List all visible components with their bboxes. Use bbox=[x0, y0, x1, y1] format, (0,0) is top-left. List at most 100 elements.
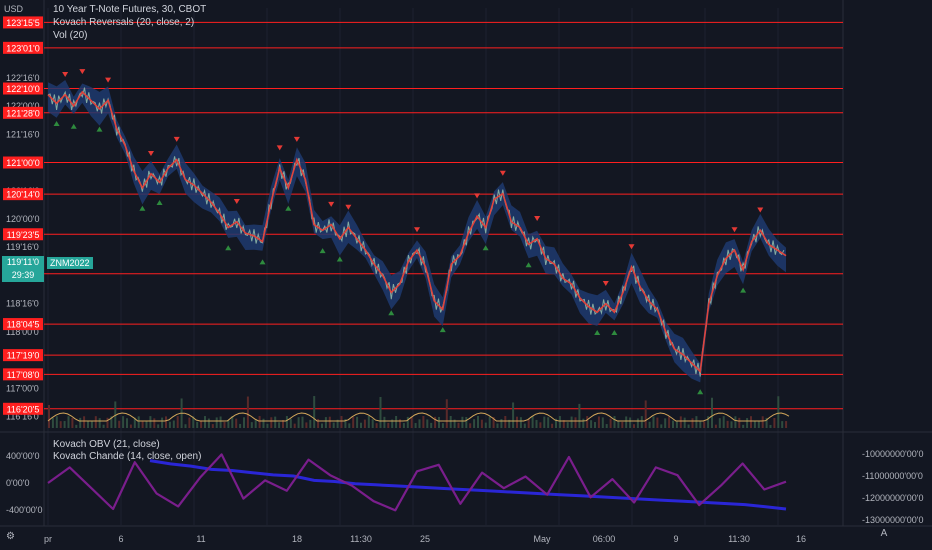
level-label: 119'23'5 bbox=[7, 230, 40, 240]
volume-bar bbox=[118, 420, 121, 428]
volume-bar bbox=[430, 422, 433, 428]
sell-reversal-marker bbox=[62, 71, 69, 77]
price-band bbox=[48, 80, 786, 383]
indicator-volume[interactable]: Vol (20) bbox=[53, 30, 88, 41]
volume-bar bbox=[309, 419, 312, 428]
volume-bar bbox=[200, 420, 203, 428]
level-label-box bbox=[3, 318, 43, 331]
symbol-title[interactable]: 10 Year T-Note Futures, 30, CBOT bbox=[53, 4, 207, 15]
level-label: 123'15'5 bbox=[6, 18, 39, 28]
volume-bar bbox=[664, 418, 667, 428]
volume-bar bbox=[738, 417, 741, 428]
volume-bar bbox=[714, 424, 717, 428]
volume-bar bbox=[192, 416, 195, 428]
volume-bar bbox=[278, 422, 281, 428]
volume-bar bbox=[336, 419, 339, 428]
auto-scale-button[interactable]: A bbox=[880, 528, 888, 539]
volume-bar bbox=[644, 400, 647, 428]
volume-bar bbox=[621, 421, 624, 428]
volume-bar bbox=[445, 399, 448, 428]
indicator-kovach-chande[interactable]: Kovach Chande (14, close, open) bbox=[53, 451, 202, 462]
volume-bar bbox=[332, 422, 335, 428]
level-label: 120'14'0 bbox=[6, 190, 39, 200]
volume-bar bbox=[172, 420, 175, 428]
volume-bar bbox=[473, 419, 476, 428]
volume-bar bbox=[188, 417, 191, 428]
volume-bar bbox=[59, 421, 62, 428]
sell-reversal-marker bbox=[499, 170, 506, 176]
volume-bar bbox=[133, 417, 136, 428]
volume-bar bbox=[512, 402, 515, 428]
chande-line bbox=[47, 453, 787, 512]
volume-bar bbox=[106, 417, 109, 428]
volume-bar bbox=[726, 420, 729, 428]
level-label: 123'01'0 bbox=[6, 43, 39, 53]
lower-left-tick: 400'00'0 bbox=[6, 451, 39, 461]
volume-bar bbox=[114, 401, 117, 428]
volume-bar bbox=[289, 418, 292, 428]
volume-bar bbox=[375, 423, 378, 428]
volume-bar bbox=[165, 416, 167, 428]
volume-bar bbox=[734, 416, 737, 428]
volume-bar bbox=[750, 416, 752, 428]
volume-bar bbox=[629, 417, 632, 428]
price-average-line bbox=[47, 90, 787, 374]
volume-bar bbox=[145, 420, 148, 428]
volume-bar bbox=[367, 416, 370, 428]
volume-bar bbox=[122, 416, 125, 428]
lower-left-tick: 0'00'0 bbox=[6, 478, 29, 488]
volume-bar bbox=[695, 416, 698, 428]
sell-reversal-marker bbox=[474, 193, 481, 199]
buy-reversal-marker bbox=[611, 329, 618, 335]
volume-bar bbox=[79, 417, 82, 428]
buy-reversal-marker bbox=[259, 259, 266, 265]
volume-bar bbox=[51, 417, 54, 428]
sell-reversal-marker bbox=[173, 136, 180, 142]
volume-bar bbox=[168, 421, 171, 428]
volume-bar bbox=[418, 419, 421, 428]
grid bbox=[0, 0, 932, 527]
indicator-kovach-reversals[interactable]: Kovach Reversals (20, close, 2) bbox=[53, 17, 195, 28]
volume-bar bbox=[235, 418, 238, 428]
volume-bar bbox=[699, 420, 702, 428]
volume-bar bbox=[98, 418, 101, 428]
volume-bar bbox=[196, 421, 199, 428]
volume-bar bbox=[660, 424, 663, 428]
volume-bar bbox=[601, 417, 604, 428]
volume-bar bbox=[453, 419, 456, 428]
volume-bar bbox=[266, 423, 269, 428]
volume-bar bbox=[441, 423, 444, 428]
lower-right-tick: -12000000'00'0 bbox=[862, 493, 924, 503]
settings-gear-icon[interactable]: ⚙ bbox=[6, 531, 15, 542]
volume-bar bbox=[239, 423, 242, 428]
buy-reversal-marker bbox=[525, 262, 532, 268]
sell-reversal-marker bbox=[79, 69, 86, 75]
volume-bar bbox=[211, 424, 214, 428]
buy-reversal-marker bbox=[388, 310, 395, 316]
volume-bar bbox=[582, 418, 585, 428]
volume-bar bbox=[508, 419, 511, 428]
volume-bar bbox=[149, 416, 152, 428]
volume-bar bbox=[597, 416, 600, 428]
volume-bar bbox=[305, 422, 308, 428]
volume-bar bbox=[285, 416, 288, 428]
lower-left-tick: -400'00'0 bbox=[6, 505, 42, 515]
volume-bar bbox=[590, 420, 593, 428]
sell-reversal-marker bbox=[731, 227, 738, 233]
volume-bar bbox=[480, 419, 483, 428]
x-tick-label: 06:00 bbox=[593, 534, 616, 544]
volume-bar bbox=[656, 417, 659, 428]
y-tick-label: 118'16'0 bbox=[6, 299, 39, 309]
volume-bar bbox=[352, 417, 355, 428]
x-tick-label: 11 bbox=[196, 534, 205, 544]
volume-bar bbox=[301, 416, 304, 428]
volume-bar bbox=[773, 417, 776, 428]
volume-bar bbox=[215, 417, 218, 428]
indicator-kovach-obv[interactable]: Kovach OBV (21, close) bbox=[53, 439, 160, 450]
x-tick-label: 9 bbox=[673, 534, 678, 544]
x-tick-label: 11:30 bbox=[728, 534, 750, 544]
volume-bar bbox=[363, 419, 366, 428]
volume-bar bbox=[570, 416, 573, 428]
volume-bar bbox=[765, 417, 768, 428]
y-tick-label: 120'00'0 bbox=[6, 214, 39, 224]
